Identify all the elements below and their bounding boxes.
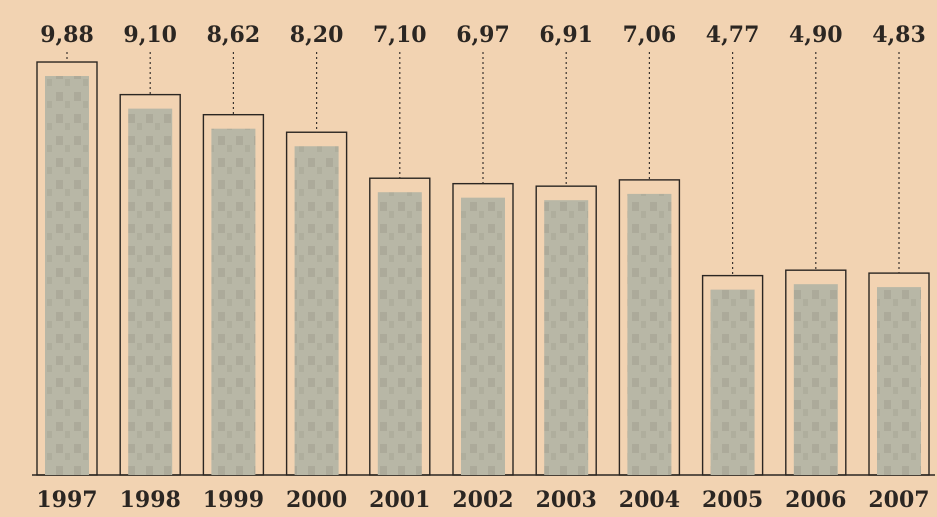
value-label-2002: 6,97 bbox=[456, 22, 510, 48]
category-label-2003: 2003 bbox=[536, 487, 597, 513]
category-label-1998: 1998 bbox=[120, 487, 181, 513]
bar-2005 bbox=[710, 289, 755, 475]
category-label-2001: 2001 bbox=[369, 487, 430, 513]
value-label-2007: 4,83 bbox=[872, 22, 926, 48]
bar-2002 bbox=[461, 197, 505, 476]
bar-1997 bbox=[45, 76, 89, 476]
bar-2004 bbox=[627, 193, 672, 475]
category-label-2005: 2005 bbox=[702, 487, 763, 513]
bar-1998 bbox=[128, 108, 173, 476]
value-label-2001: 7,10 bbox=[373, 22, 427, 48]
category-label-2004: 2004 bbox=[619, 487, 680, 513]
category-label-2000: 2000 bbox=[286, 487, 347, 513]
value-label-2005: 4,77 bbox=[706, 22, 760, 48]
value-label-1998: 9,10 bbox=[123, 22, 177, 48]
bar-2003 bbox=[544, 200, 589, 476]
category-label-2007: 2007 bbox=[868, 487, 929, 513]
category-label-2002: 2002 bbox=[452, 487, 513, 513]
value-label-1997: 9,88 bbox=[40, 22, 94, 48]
value-label-1999: 8,62 bbox=[207, 22, 261, 48]
bar-1999 bbox=[211, 128, 256, 475]
category-label-1999: 1999 bbox=[203, 487, 264, 513]
value-label-2006: 4,90 bbox=[789, 22, 843, 48]
bar-2001 bbox=[377, 192, 422, 475]
category-label-2006: 2006 bbox=[785, 487, 846, 513]
bar-2000 bbox=[294, 146, 339, 476]
bar-2007 bbox=[877, 287, 921, 475]
value-label-2004: 7,06 bbox=[623, 22, 677, 48]
category-label-1997: 1997 bbox=[36, 487, 97, 513]
value-label-2003: 6,91 bbox=[539, 22, 593, 48]
value-label-2000: 8,20 bbox=[290, 22, 344, 48]
bar-2006 bbox=[793, 284, 838, 475]
